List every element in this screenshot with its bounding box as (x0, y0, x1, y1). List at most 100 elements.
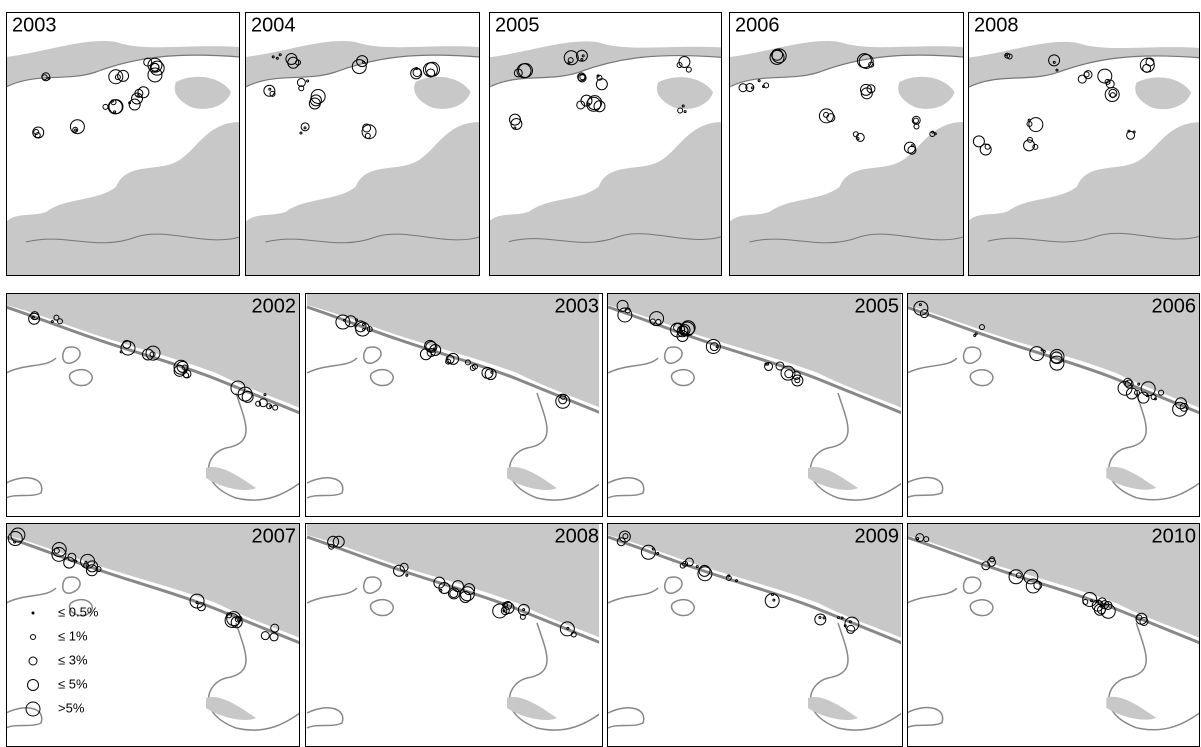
map (489, 12, 722, 276)
sample-circle (618, 530, 631, 543)
sample-circle (426, 68, 436, 78)
sample-circle (570, 631, 577, 638)
sample-circle (258, 398, 268, 408)
sample-circle (342, 318, 346, 322)
sample-circle (298, 85, 305, 92)
year-label: 2009 (855, 525, 900, 547)
sample-circle (1090, 599, 1094, 603)
panel-frame (907, 293, 1200, 517)
sample-circle (678, 55, 691, 68)
sample-circle (651, 547, 655, 551)
sample-circle (327, 535, 340, 548)
map-panel: 2004 (245, 12, 480, 276)
sample-circle (508, 113, 521, 126)
sample-circle (502, 609, 506, 613)
sample-circle (182, 369, 192, 379)
sample-circle (230, 380, 246, 396)
sample-circle (1083, 71, 1090, 78)
sample-circle (581, 54, 585, 58)
legend-symbol (25, 701, 41, 717)
sample-circle (979, 143, 992, 156)
sample-circle (766, 362, 770, 366)
sample-circle (784, 369, 794, 379)
sample-circle (268, 87, 272, 91)
sample-circle (770, 593, 774, 597)
sample-circle (1097, 68, 1113, 84)
sample-circle (150, 62, 160, 72)
sample-circle (84, 560, 88, 564)
basemap (489, 12, 722, 276)
sample-circle (761, 85, 765, 89)
sample-circle (616, 299, 629, 312)
map-panel: 2002 (6, 293, 300, 517)
map (6, 293, 300, 517)
sample-circle (764, 362, 774, 372)
sample-circle (923, 536, 930, 543)
sample-circle (13, 540, 17, 544)
sample-circle (972, 135, 985, 148)
sample-circle (987, 557, 997, 567)
year-label: 2008 (974, 14, 1019, 36)
panel-frame (6, 12, 240, 276)
sample-circle (596, 74, 603, 81)
sample-circle (814, 613, 827, 626)
sample-circle (679, 562, 686, 569)
sample-circle (271, 55, 275, 59)
sample-circle (794, 377, 801, 384)
sample-circle (734, 579, 738, 583)
sample-circle (1023, 569, 1039, 585)
sample-circle (860, 83, 873, 96)
sample-circle (173, 359, 189, 375)
sample-circle (69, 119, 85, 135)
sample-circle (1006, 53, 1013, 60)
year-label: 2003 (555, 295, 600, 317)
map (245, 12, 479, 276)
sample-circle (519, 613, 526, 620)
sample-circle (492, 603, 508, 619)
sample-circle (405, 573, 409, 577)
sample-circle (1153, 397, 1157, 401)
sample-circle (447, 587, 460, 600)
map-panel: 2008 (968, 12, 1200, 276)
sample-circle (1077, 74, 1087, 84)
sample-circle (445, 358, 452, 365)
sample-circle (260, 631, 270, 641)
sample-circle (147, 57, 163, 73)
map (305, 293, 599, 517)
sample-circle (53, 314, 60, 321)
sample-circle (361, 124, 377, 140)
basemap (607, 293, 901, 517)
sample-circle (149, 60, 165, 76)
sample-circle (1028, 117, 1044, 133)
sample-circle (275, 56, 279, 60)
sample-circle (566, 626, 570, 630)
sample-circle (451, 580, 464, 593)
sample-circle (567, 57, 574, 64)
sample-circle (1052, 60, 1056, 64)
sample-circle (270, 623, 280, 633)
sample-circle (1174, 397, 1187, 410)
panel-frame (489, 12, 722, 276)
map (607, 523, 901, 747)
sample-circle (53, 547, 60, 554)
sample-circle (1026, 136, 1033, 143)
map (907, 293, 1200, 517)
sample-circle (933, 132, 937, 136)
legend-symbol (31, 611, 35, 615)
sample-circle (241, 390, 254, 403)
sample-circle (709, 342, 719, 352)
legend-symbol (28, 656, 38, 666)
sample-circle (1049, 349, 1065, 365)
sample-circle (236, 615, 243, 622)
sample-circle (751, 86, 755, 90)
map (6, 12, 240, 276)
map (907, 523, 1200, 747)
basemap (968, 12, 1200, 276)
sample-circle (973, 333, 977, 337)
sample-circle (230, 616, 243, 629)
sample-circle (848, 620, 852, 624)
sample-circle (149, 351, 156, 358)
map (305, 523, 599, 747)
sample-circle (912, 117, 919, 124)
